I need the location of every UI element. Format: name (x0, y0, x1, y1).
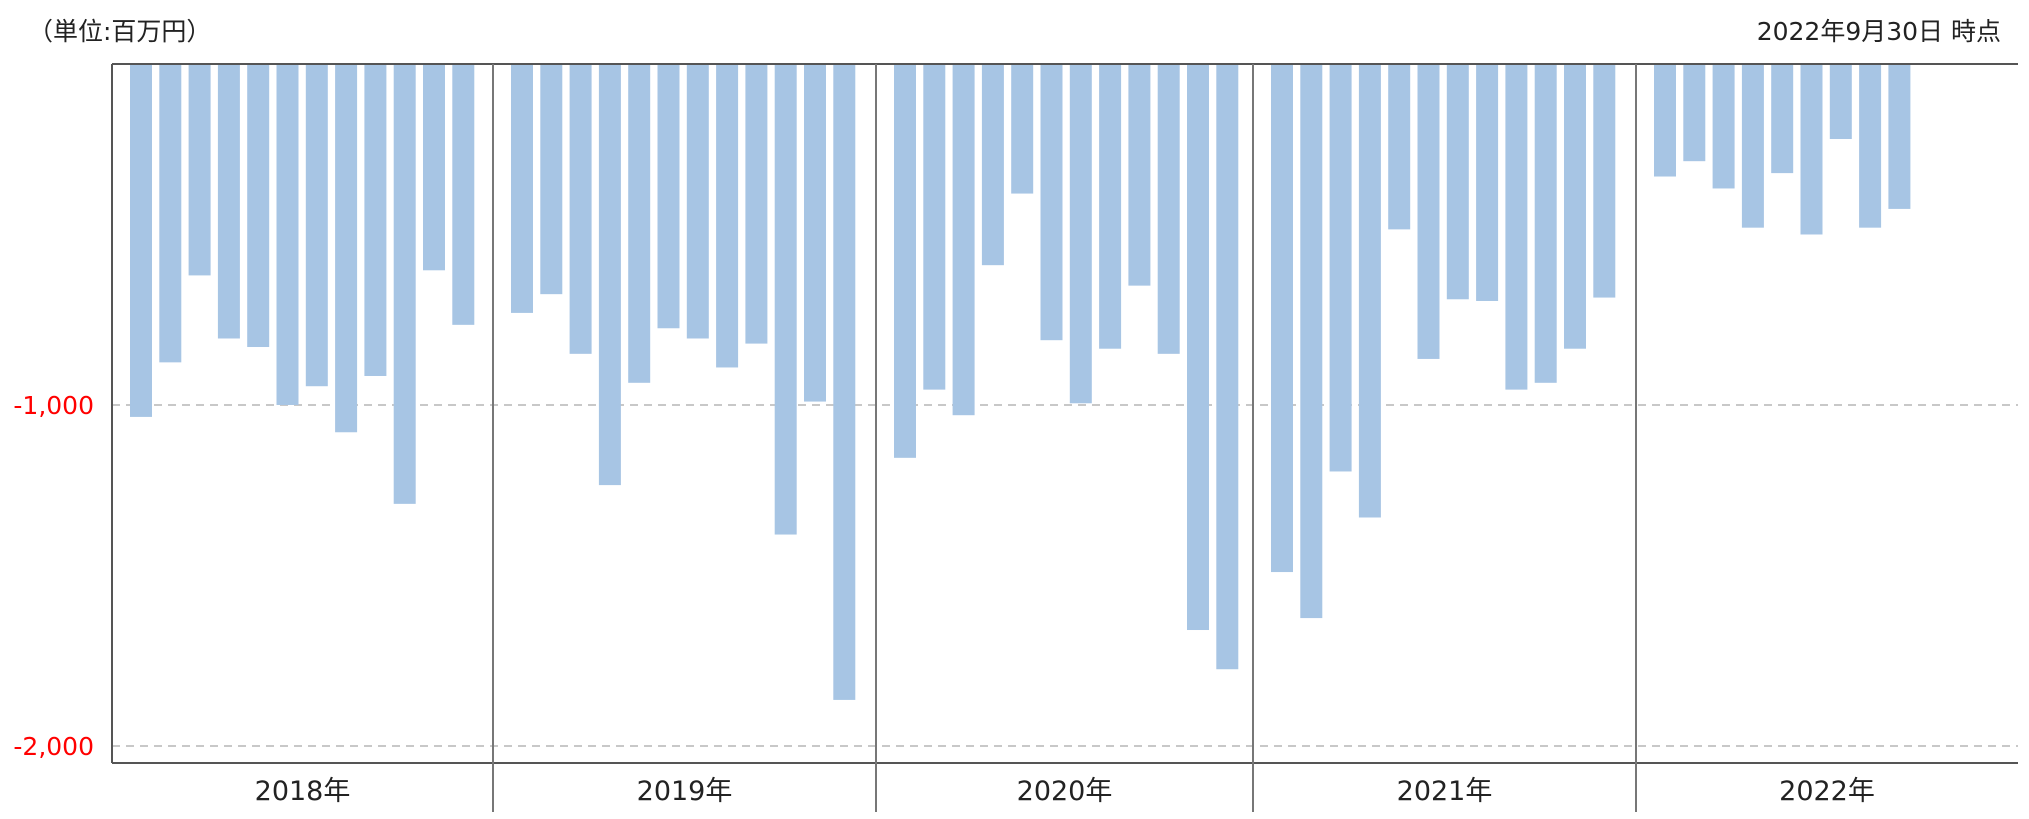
bar (833, 64, 856, 700)
bar (1564, 64, 1586, 349)
bar (894, 64, 916, 458)
as-of-date-label: 2022年9月30日 時点 (1756, 17, 2001, 46)
bar (393, 64, 416, 504)
bar (628, 64, 651, 383)
x-year-label: 2022年 (1779, 776, 1875, 807)
bar (1271, 64, 1293, 573)
bar (745, 64, 768, 344)
bar (774, 64, 797, 535)
bar (1683, 64, 1706, 162)
bar (1388, 64, 1411, 230)
bar (247, 64, 270, 348)
bar (1446, 64, 1469, 300)
bar (1358, 64, 1381, 518)
bar (335, 64, 358, 433)
bar (1216, 64, 1239, 670)
bar (1593, 64, 1616, 298)
bar (423, 64, 445, 271)
bar (1771, 64, 1794, 174)
bar (1329, 64, 1352, 472)
bar (923, 64, 946, 390)
x-year-label: 2021年 (1397, 776, 1493, 807)
bar (1040, 64, 1063, 341)
bar (276, 64, 299, 405)
bar (159, 64, 182, 363)
bar (1476, 64, 1499, 301)
bar (1712, 64, 1735, 189)
y-tick-label: -2,000 (13, 732, 94, 761)
bar (1800, 64, 1823, 235)
bar (981, 64, 1004, 266)
bar (364, 64, 387, 376)
bar (1505, 64, 1528, 390)
unit-label: （単位:百万円） (28, 17, 212, 46)
bar (130, 64, 152, 417)
y-tick-label: -1,000 (13, 391, 94, 420)
bar (1417, 64, 1440, 359)
bar (569, 64, 592, 354)
bar (952, 64, 975, 416)
bar (452, 64, 475, 325)
axes (111, 63, 2018, 812)
bar (1859, 64, 1882, 228)
bar (1741, 64, 1764, 228)
x-year-label: 2020年 (1017, 776, 1113, 807)
bar (188, 64, 211, 276)
bar (716, 64, 739, 368)
bar (1187, 64, 1209, 631)
bar (1069, 64, 1092, 404)
bar (1888, 64, 1911, 209)
bar (1011, 64, 1034, 194)
bar (686, 64, 709, 339)
x-year-label: 2018年 (255, 776, 351, 807)
bar (511, 64, 533, 313)
x-year-label: 2019年 (637, 776, 733, 807)
bar (1128, 64, 1151, 286)
bar (540, 64, 563, 295)
bar (305, 64, 328, 387)
bar (657, 64, 680, 329)
bar (1654, 64, 1676, 177)
bar (1829, 64, 1852, 140)
bar (217, 64, 240, 339)
bar (1099, 64, 1122, 349)
bar (598, 64, 621, 486)
axis-labels: -1,000 -2,000 2018年 2019年 2020年 2021年 2022年 (13, 391, 1874, 807)
bars (130, 64, 1911, 700)
grid-lines (112, 403, 2018, 747)
bar (1534, 64, 1557, 383)
bar (804, 64, 826, 402)
bar (1157, 64, 1180, 354)
bar (1300, 64, 1323, 619)
